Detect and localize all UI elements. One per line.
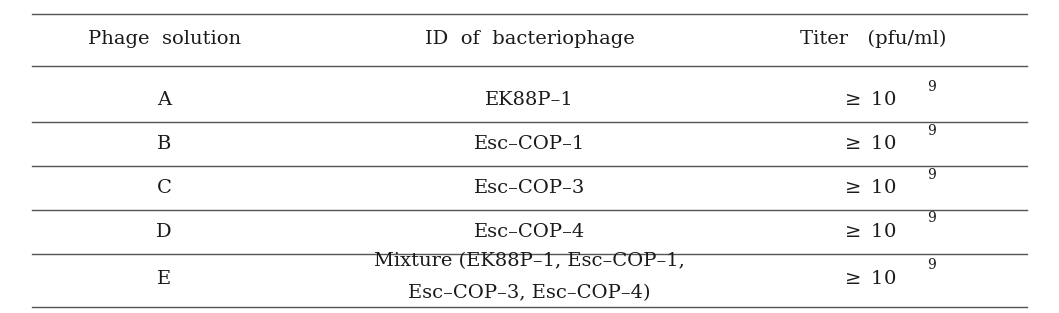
Text: Esc–COP–1: Esc–COP–1 bbox=[473, 135, 586, 153]
Text: $\geq$ $10$: $\geq$ $10$ bbox=[841, 135, 896, 153]
Text: $\geq$ $10$: $\geq$ $10$ bbox=[841, 223, 896, 241]
Text: 9: 9 bbox=[928, 80, 936, 94]
Text: EK88P–1: EK88P–1 bbox=[485, 91, 574, 109]
Text: Mixture (EK88P–1, Esc–COP–1,: Mixture (EK88P–1, Esc–COP–1, bbox=[374, 252, 685, 270]
Text: A: A bbox=[157, 91, 172, 109]
Text: 9: 9 bbox=[928, 212, 936, 225]
Text: E: E bbox=[157, 269, 172, 288]
Text: B: B bbox=[157, 135, 172, 153]
Text: Esc–COP–3: Esc–COP–3 bbox=[473, 179, 586, 197]
Text: Esc–COP–4: Esc–COP–4 bbox=[473, 223, 586, 241]
Text: 9: 9 bbox=[928, 124, 936, 138]
Text: $\geq$ $10$: $\geq$ $10$ bbox=[841, 269, 896, 288]
Text: D: D bbox=[157, 223, 172, 241]
Text: 9: 9 bbox=[928, 168, 936, 182]
Text: ID  of  bacteriophage: ID of bacteriophage bbox=[425, 30, 634, 48]
Text: Phage  solution: Phage solution bbox=[88, 30, 240, 48]
Text: Titer (pfu/ml): Titer (pfu/ml) bbox=[801, 30, 947, 48]
Text: $\geq$ $10$: $\geq$ $10$ bbox=[841, 179, 896, 197]
Text: $\geq$ $10$: $\geq$ $10$ bbox=[841, 91, 896, 109]
Text: Esc–COP–3, Esc–COP–4): Esc–COP–3, Esc–COP–4) bbox=[409, 284, 650, 302]
Text: C: C bbox=[157, 179, 172, 197]
Text: 9: 9 bbox=[928, 259, 936, 272]
